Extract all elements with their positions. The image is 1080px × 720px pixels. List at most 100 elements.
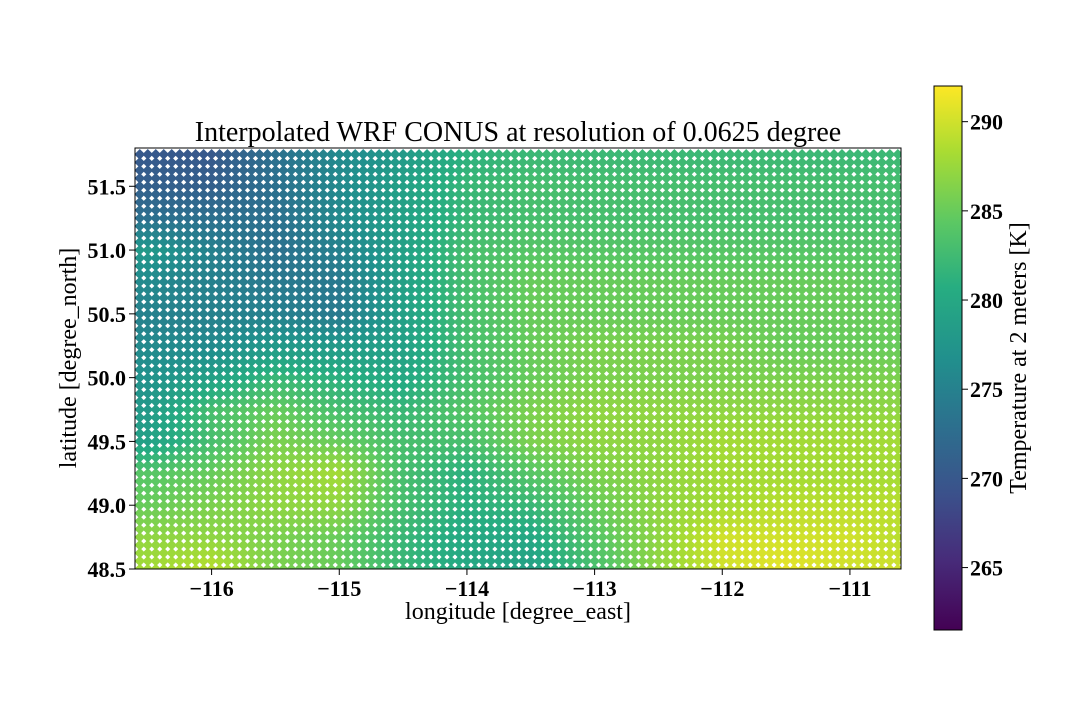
scatter-point — [293, 475, 305, 487]
scatter-point — [389, 404, 401, 415]
scatter-point — [349, 396, 361, 407]
scatter-point — [852, 380, 864, 392]
scatter-point — [804, 404, 816, 415]
scatter-point — [301, 420, 313, 431]
scatter-point — [317, 555, 329, 567]
scatter-point — [716, 459, 728, 471]
scatter-point — [453, 396, 465, 407]
scatter-point — [820, 436, 832, 447]
scatter-point — [278, 372, 289, 384]
scatter-point — [142, 443, 154, 455]
scatter-point — [309, 420, 321, 431]
scatter-point — [740, 459, 752, 471]
scatter-point — [222, 404, 233, 415]
scatter-point — [461, 483, 473, 495]
scatter-point — [708, 451, 720, 463]
scatter-point — [589, 499, 600, 511]
scatter-point — [852, 499, 864, 511]
scatter-point — [581, 499, 593, 511]
scatter-point — [796, 396, 808, 407]
scatter-point — [732, 531, 744, 543]
scatter-point — [477, 515, 489, 527]
scatter-point — [637, 491, 648, 503]
scatter-point — [485, 547, 497, 559]
scatter-point — [190, 404, 202, 415]
scatter-point — [860, 459, 872, 471]
scatter-point — [732, 428, 744, 439]
scatter-point — [469, 451, 481, 463]
scatter-point — [692, 515, 704, 527]
scatter-point — [573, 443, 585, 455]
scatter-point — [301, 396, 313, 407]
scatter-point — [788, 491, 800, 503]
scatter-point — [142, 475, 154, 487]
scatter-point — [270, 475, 281, 487]
scatter-point — [365, 555, 377, 567]
scatter-point — [349, 404, 361, 415]
scatter-point — [756, 483, 768, 495]
scatter-point — [820, 372, 832, 384]
scatter-point — [501, 531, 513, 543]
scatter-point — [445, 404, 457, 415]
scatter-point — [309, 491, 321, 503]
scatter-point — [270, 499, 281, 511]
scatter-point — [373, 555, 385, 567]
scatter-point — [461, 420, 473, 431]
scatter-point — [135, 396, 146, 407]
scatter-point — [541, 467, 553, 479]
scatter-point — [876, 428, 888, 439]
scatter-point — [341, 515, 353, 527]
scatter-point — [270, 523, 281, 535]
scatter-point — [541, 380, 553, 392]
scatter-point — [142, 380, 154, 392]
scatter-point — [684, 539, 696, 551]
scatter-point — [668, 412, 680, 423]
scatter-point — [565, 443, 577, 455]
scatter-point — [860, 483, 872, 495]
scatter-point — [301, 491, 313, 503]
scatter-point — [629, 388, 640, 399]
scatter-point — [174, 507, 186, 519]
scatter-point — [150, 451, 162, 463]
scatter-point — [804, 539, 816, 551]
scatter-point — [549, 451, 561, 463]
scatter-point — [405, 443, 417, 455]
scatter-point — [860, 547, 872, 559]
scatter-point — [692, 475, 704, 487]
scatter-point — [501, 475, 513, 487]
scatter-point — [509, 515, 521, 527]
scatter-point — [884, 523, 896, 535]
scatter-point — [549, 515, 561, 527]
scatter-point — [573, 428, 585, 439]
scatter-point — [892, 372, 901, 384]
scatter-point — [804, 547, 816, 559]
scatter-point — [222, 467, 233, 479]
scatter-point — [158, 539, 170, 551]
scatter-point — [317, 388, 329, 399]
scatter-point — [836, 372, 848, 384]
scatter-point — [557, 507, 569, 519]
scatter-point — [724, 428, 736, 439]
scatter-point — [469, 428, 481, 439]
scatter-point — [868, 451, 880, 463]
scatter-point — [541, 372, 553, 384]
scatter-point — [557, 396, 569, 407]
scatter-point — [740, 475, 752, 487]
scatter-point — [501, 507, 513, 519]
scatter-point — [557, 547, 569, 559]
scatter-point — [477, 412, 489, 423]
scatter-point — [501, 420, 513, 431]
scatter-point — [493, 428, 505, 439]
scatter-point — [142, 515, 154, 527]
scatter-point — [637, 507, 648, 519]
scatter-point — [150, 420, 162, 431]
scatter-point — [828, 420, 840, 431]
scatter-point — [796, 380, 808, 392]
scatter-point — [820, 404, 832, 415]
scatter-point — [493, 483, 505, 495]
scatter-point — [285, 531, 297, 543]
scatter-point — [692, 412, 704, 423]
scatter-point — [868, 420, 880, 431]
scatter-point — [517, 396, 529, 407]
scatter-point — [405, 428, 417, 439]
